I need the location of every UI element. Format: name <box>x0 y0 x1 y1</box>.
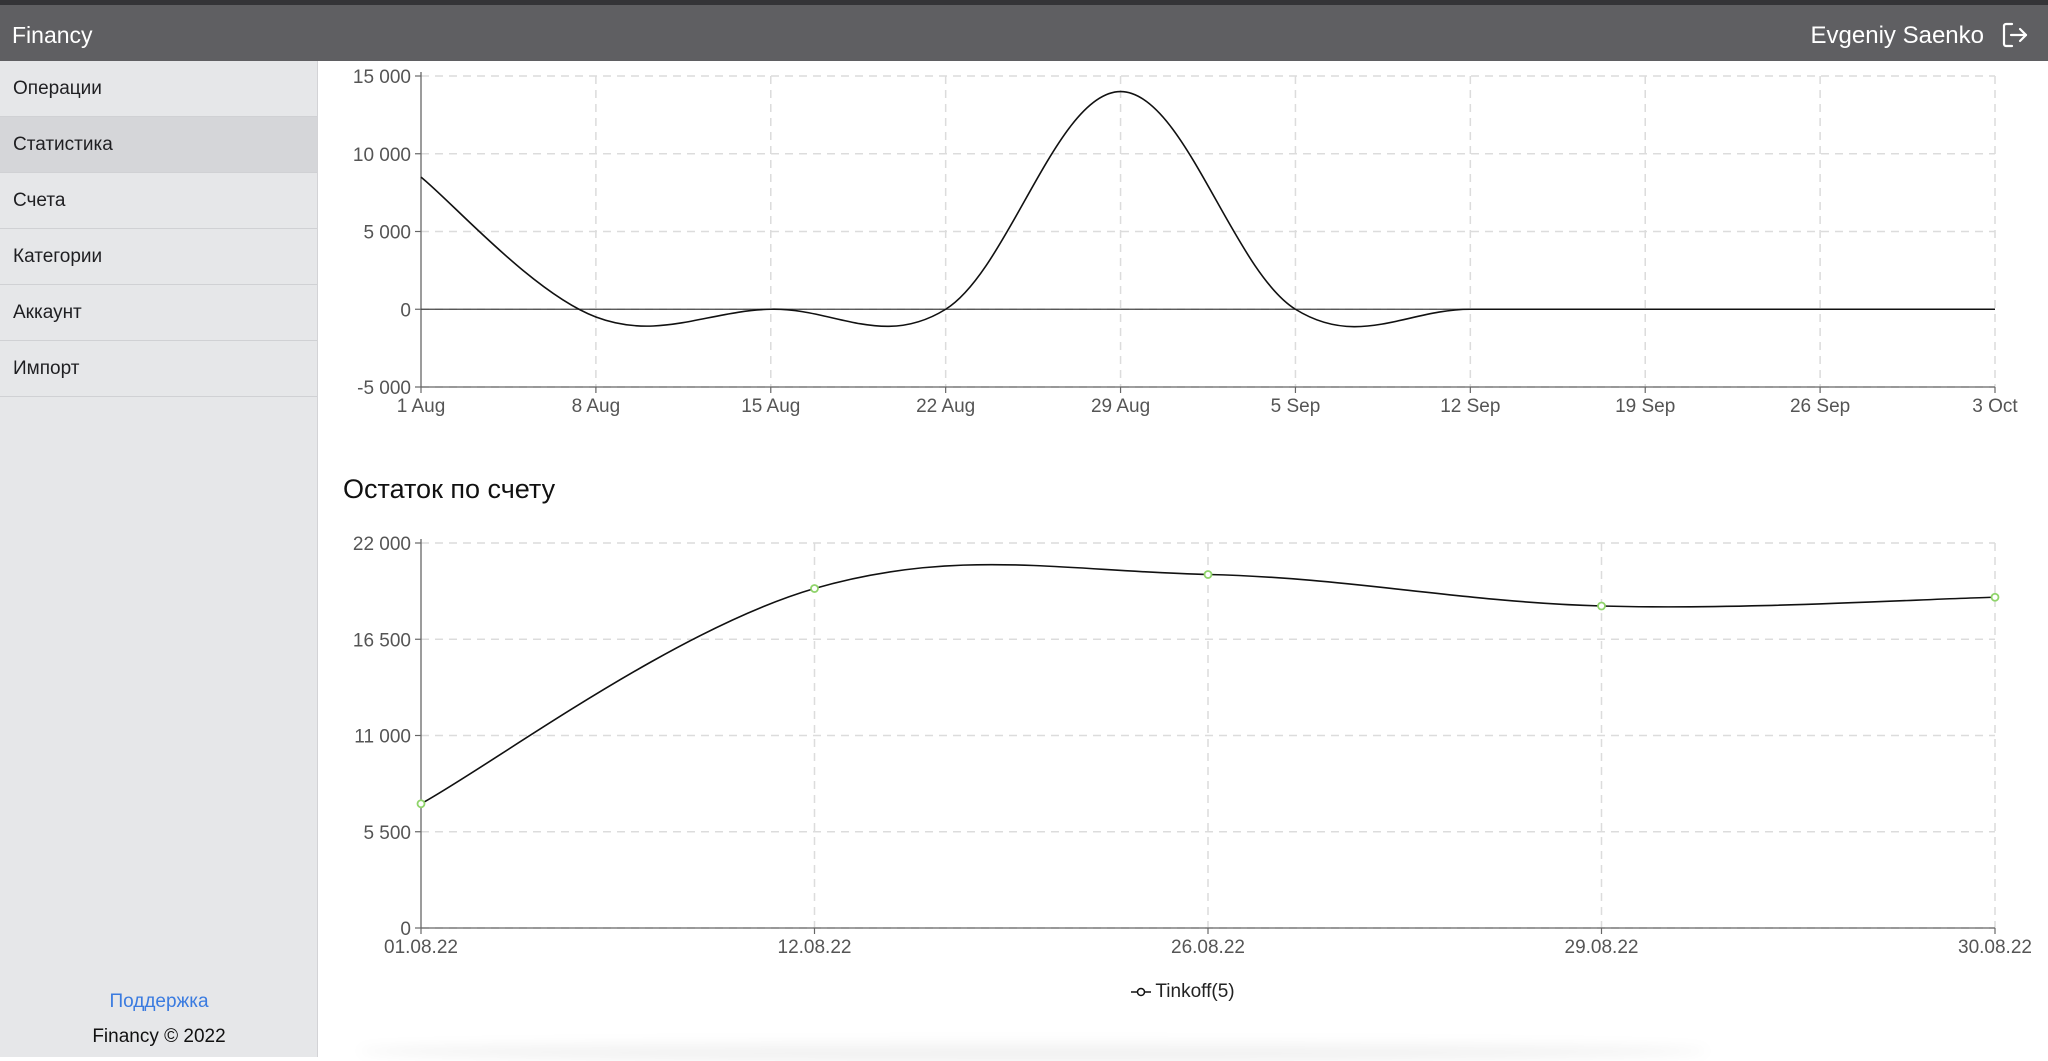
sidebar-item-categories[interactable]: Категории <box>0 229 317 285</box>
legend-series-label: Tinkoff(5) <box>1155 981 1235 1002</box>
x-tick-label: 15 Aug <box>741 396 800 417</box>
brand-logo[interactable]: Financy <box>12 22 93 48</box>
x-tick-label: 26 Sep <box>1790 396 1850 417</box>
sidebar-item-account[interactable]: Аккаунт <box>0 285 317 341</box>
y-tick-label: 10 000 <box>353 145 411 166</box>
data-point <box>1990 592 2000 602</box>
data-point <box>1597 601 1606 611</box>
x-tick-label: 29.08.22 <box>1565 937 1639 958</box>
data-point <box>1203 570 1213 579</box>
x-tick-label: 8 Aug <box>572 396 621 417</box>
y-tick-label: 5 500 <box>363 823 411 844</box>
x-tick-label: 5 Sep <box>1271 396 1321 417</box>
data-point <box>416 799 426 809</box>
y-tick-label: 16 500 <box>353 630 411 651</box>
y-tick-label: -5 000 <box>357 378 411 399</box>
sidebar-item-import[interactable]: Импорт <box>0 341 317 397</box>
x-tick-label: 19 Sep <box>1615 396 1675 417</box>
x-tick-label: 01.08.22 <box>384 937 458 958</box>
y-tick-label: 11 000 <box>354 727 411 748</box>
chart-legend[interactable]: Tinkoff(5) <box>318 981 2048 1003</box>
y-tick-label: 5 000 <box>363 223 411 244</box>
top-bar: Financy Evgeniy Saenko <box>0 0 2048 61</box>
y-tick-label: 0 <box>400 300 411 321</box>
legend-line-icon <box>1131 987 1152 997</box>
y-tick-label: 15 000 <box>353 67 411 88</box>
sidebar-item-operations[interactable]: Операции <box>0 61 317 117</box>
x-tick-label: 12.08.22 <box>778 937 852 958</box>
series-line <box>420 90 1995 328</box>
series-line <box>420 563 1996 805</box>
x-tick-label: 30.08.22 <box>1958 937 2032 958</box>
x-tick-label: 26.08.22 <box>1171 937 1245 958</box>
x-tick-label: 3 Oct <box>1972 396 2018 417</box>
support-link[interactable]: Поддержка <box>109 991 209 1012</box>
sidebar-item-accounts[interactable]: Счета <box>0 173 317 229</box>
copyright-text: Financy © 2022 <box>92 1026 226 1047</box>
x-tick-label: 12 Sep <box>1440 396 1500 417</box>
sidebar: Операции Статистика Счета Категории Акка… <box>0 61 318 1057</box>
sidebar-item-statistics[interactable]: Статистика <box>0 117 317 173</box>
data-point <box>810 584 819 593</box>
balance-chart-title: Остаток по счету <box>343 474 556 504</box>
main-content: 15 000 10 000 5 000 0 -5 000 1 Aug 8 Aug 15 Aug… <box>318 61 2048 1061</box>
x-tick-label: 22 Aug <box>916 396 975 417</box>
balance-chart: 22 000 16 500 11 000 5 500 001.08.22 12.08.22… <box>353 534 2032 958</box>
logout-icon[interactable] <box>2000 20 2030 50</box>
bottom-shadow <box>358 1041 1708 1061</box>
user-name: Evgeniy Saenko <box>1810 22 1984 49</box>
x-tick-label: 29 Aug <box>1091 396 1150 417</box>
y-tick-label: 0 <box>400 919 411 940</box>
y-tick-label: 22 000 <box>353 534 411 555</box>
x-tick-label: 1 Aug <box>397 396 446 417</box>
